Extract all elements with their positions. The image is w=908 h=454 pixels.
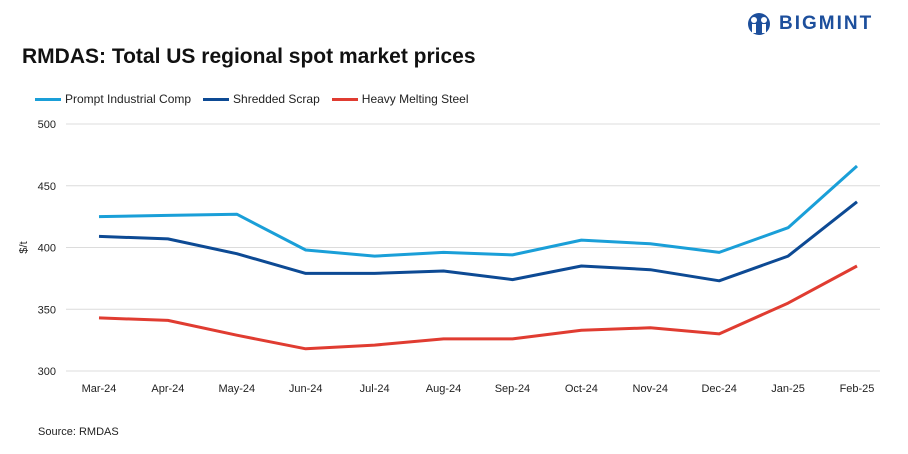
series-line-0 (98, 164, 859, 258)
legend-label: Heavy Melting Steel (361, 92, 469, 106)
legend-label: Shredded Scrap (233, 92, 320, 106)
legend-item-prompt: Prompt Industrial Comp (35, 92, 191, 106)
x-tick-label: Jan-25 (771, 383, 805, 395)
logo-people-icon (748, 13, 770, 35)
series-line-2 (98, 264, 858, 351)
x-tick-label: Mar-24 (82, 383, 117, 395)
x-tick-label: Oct-24 (565, 383, 598, 395)
series-line-1 (98, 200, 858, 283)
chart-title: RMDAS: Total US regional spot market pri… (22, 45, 476, 68)
bigmint-logo: BIGMINT (745, 12, 873, 36)
legend-item-hms: Heavy Melting Steel (331, 92, 469, 106)
y-tick-label: 300 (38, 366, 56, 378)
y-axis-label: $/t (18, 241, 30, 253)
x-tick-label: Nov-24 (633, 383, 668, 395)
x-tick-label: Sep-24 (495, 383, 530, 395)
legend-item-shredded: Shredded Scrap (203, 92, 320, 106)
x-tick-label: Jul-24 (360, 383, 390, 395)
x-tick-label: Aug-24 (426, 383, 461, 395)
y-tick-label: 350 (38, 304, 56, 316)
x-tick-label: Dec-24 (701, 383, 736, 395)
source-note: Source: RMDAS (38, 426, 119, 438)
logo-text: BIGMINT (779, 13, 874, 34)
legend-label: Prompt Industrial Comp (65, 92, 192, 106)
x-tick-label: May-24 (218, 383, 255, 395)
y-tick-label: 450 (38, 181, 56, 193)
y-tick-label: 400 (38, 243, 56, 255)
x-tick-label: Jun-24 (289, 383, 323, 395)
y-tick-label: 500 (38, 119, 56, 131)
legend: Prompt Industrial Comp Shredded Scrap He… (35, 92, 469, 106)
x-tick-label: Apr-24 (151, 383, 184, 395)
x-tick-label: Feb-25 (840, 383, 875, 395)
